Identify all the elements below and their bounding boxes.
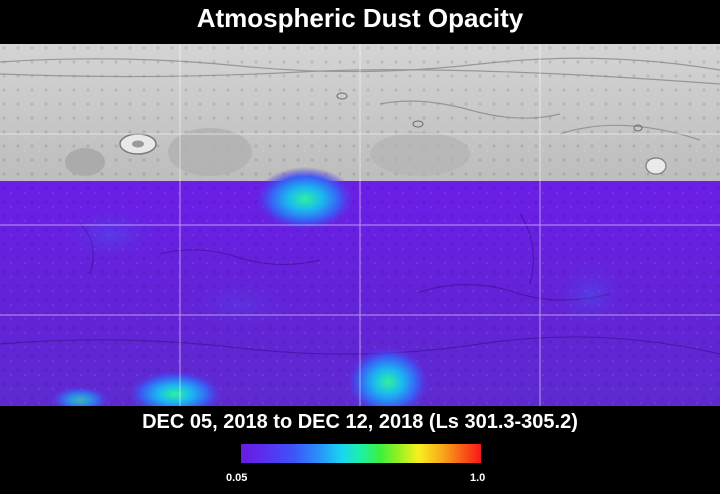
map-title: Atmospheric Dust Opacity xyxy=(196,3,524,33)
dust-hotspot-south-west xyxy=(127,370,223,406)
map-svg xyxy=(0,44,720,406)
dust-hotspot-south-center xyxy=(346,346,430,406)
dust-hotspots xyxy=(50,167,430,406)
colorbar-max-label: 1.0 xyxy=(470,472,486,484)
dust-hotspot-south-far-west xyxy=(50,386,110,406)
dust-opacity-map xyxy=(0,44,720,406)
dust-hotspot-north xyxy=(255,167,355,231)
colorbar-min-label: 0.05 xyxy=(226,472,248,484)
map-grid xyxy=(0,44,720,406)
opacity-colorbar xyxy=(241,444,481,463)
dust-lobes xyxy=(60,204,630,334)
date-range-label: DEC 05, 2018 to DEC 12, 2018 (Ls 301.3-3… xyxy=(142,411,578,433)
